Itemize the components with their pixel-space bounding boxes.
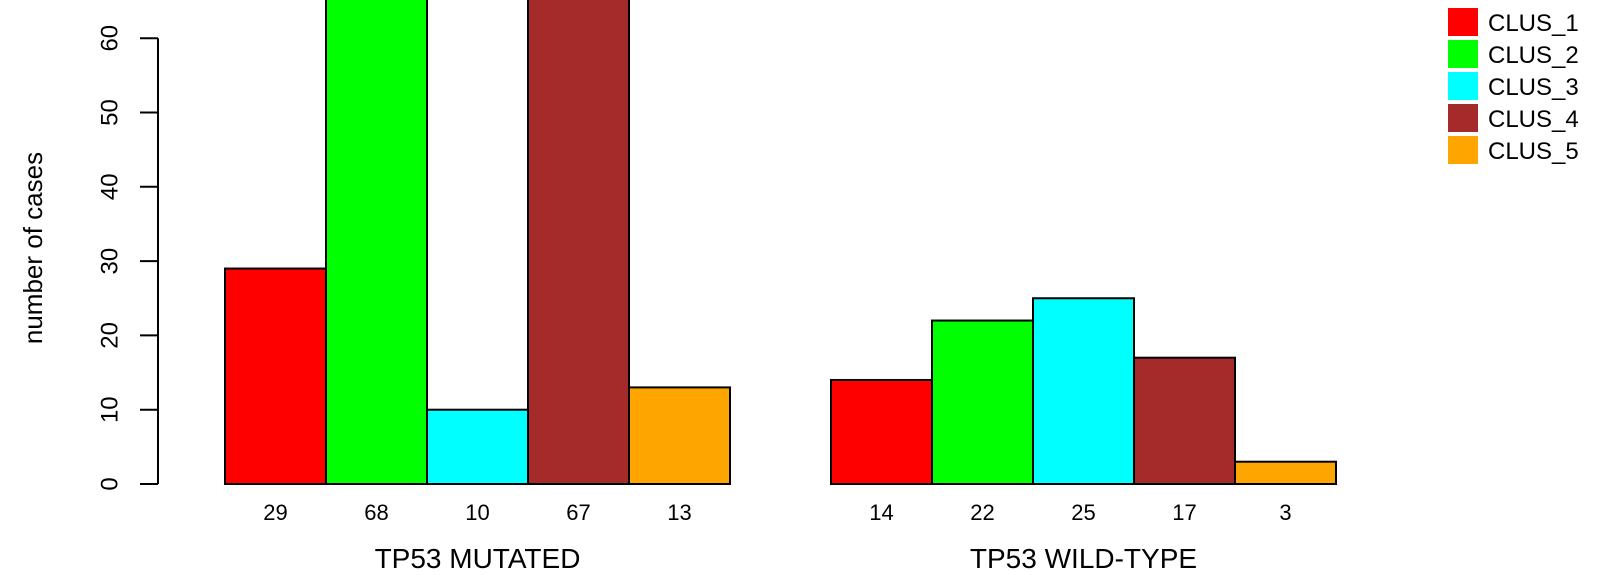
bar-count-label: 10 xyxy=(465,500,489,525)
bar-count-label: 25 xyxy=(1071,500,1095,525)
y-axis: 0 10 20 30 40 50 60 xyxy=(97,25,159,491)
legend: CLUS_1 CLUS_2 CLUS_3 CLUS_4 CLUS_5 xyxy=(1448,8,1579,165)
legend-swatch-clus-2 xyxy=(1448,40,1478,68)
bar-count-label: 17 xyxy=(1172,500,1196,525)
legend-label: CLUS_3 xyxy=(1488,74,1579,101)
bar-wild-type-clus-1 xyxy=(830,378,933,486)
count-labels: 29 68 10 67 13 14 22 25 17 3 xyxy=(263,500,1291,525)
y-tick-label: 20 xyxy=(97,322,124,349)
bar-count-label: 14 xyxy=(869,500,893,525)
group-labels: TP53 MUTATED TP53 WILD-TYPE xyxy=(375,543,1198,574)
y-tick-label: 50 xyxy=(97,99,124,126)
legend-swatch-clus-5 xyxy=(1448,136,1478,164)
bar-mutated-clus-3 xyxy=(426,408,529,486)
bar-mutated-clus-4 xyxy=(527,0,630,485)
group-label: TP53 MUTATED xyxy=(375,543,581,574)
y-tick-label: 60 xyxy=(97,25,124,52)
legend-swatch-clus-1 xyxy=(1448,8,1478,36)
y-tick-label: 40 xyxy=(97,173,124,200)
bar-wild-type-clus-2 xyxy=(931,319,1034,486)
bars xyxy=(224,0,1337,486)
bar-wild-type-clus-3 xyxy=(1032,297,1135,485)
bar-mutated-clus-5 xyxy=(628,386,731,485)
bar-wild-type-clus-5 xyxy=(1234,460,1337,485)
bar-count-label: 29 xyxy=(263,500,287,525)
bar-mutated-clus-1 xyxy=(224,267,327,485)
bar-count-label: 13 xyxy=(667,500,691,525)
y-tick-label: 10 xyxy=(97,396,124,423)
legend-label: CLUS_5 xyxy=(1488,138,1579,165)
legend-swatch-clus-3 xyxy=(1448,72,1478,100)
y-tick-label: 30 xyxy=(97,248,124,275)
legend-label: CLUS_4 xyxy=(1488,106,1579,133)
legend-label: CLUS_1 xyxy=(1488,10,1579,37)
bar-mutated-clus-2 xyxy=(325,0,428,485)
bar-count-label: 67 xyxy=(566,500,590,525)
bar-count-label: 68 xyxy=(364,500,388,525)
bar-count-label: 3 xyxy=(1279,500,1291,525)
legend-swatch-clus-4 xyxy=(1448,104,1478,132)
bar-count-label: 22 xyxy=(970,500,994,525)
group-label: TP53 WILD-TYPE xyxy=(970,543,1197,574)
bar-wild-type-clus-4 xyxy=(1133,356,1236,485)
y-axis-title: number of cases xyxy=(18,152,48,344)
y-tick-label: 0 xyxy=(97,477,124,490)
legend-label: CLUS_2 xyxy=(1488,42,1579,69)
